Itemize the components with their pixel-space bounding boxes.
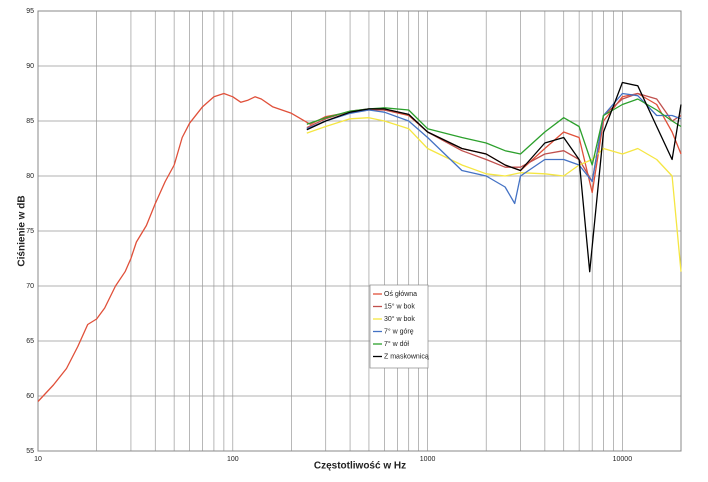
x-axis-title: Częstotliwość w Hz [314,461,406,472]
series-line [37,92,682,402]
legend-box [369,284,429,369]
x-tick-label: 100 [227,456,239,463]
y-tick-label: 70 [26,283,34,290]
y-tick-label: 90 [26,63,34,70]
y-tick-label: 75 [26,228,34,235]
x-tick-label: 1000 [420,456,436,463]
legend-label: 30° w bok [384,315,415,323]
y-tick-label: 85 [26,118,34,125]
legend-label: 15° w bok [384,302,415,310]
series-line [306,81,682,273]
plot-border [37,10,682,452]
y-tick-label: 60 [26,393,34,400]
legend-label: Z maskownicą [384,353,429,360]
y-axis-title: Ciśnienie w dB [17,195,28,266]
legend-label: Oś główna [384,291,417,298]
x-tick-label: 10000 [613,456,633,463]
x-tick-label: 10 [34,456,42,463]
y-tick-label: 95 [26,8,34,15]
series-line [306,92,682,205]
legend: Oś główna 15° w bok 30° w bok 7° w górę 7° w… [369,284,429,369]
legend-label: 7° w dół [384,340,409,348]
y-tick-label: 80 [26,173,34,180]
y-tick-label: 55 [26,448,34,455]
legend-label: 7° w górę [384,327,414,335]
series-line [306,117,682,272]
y-tick-label: 65 [26,338,34,345]
